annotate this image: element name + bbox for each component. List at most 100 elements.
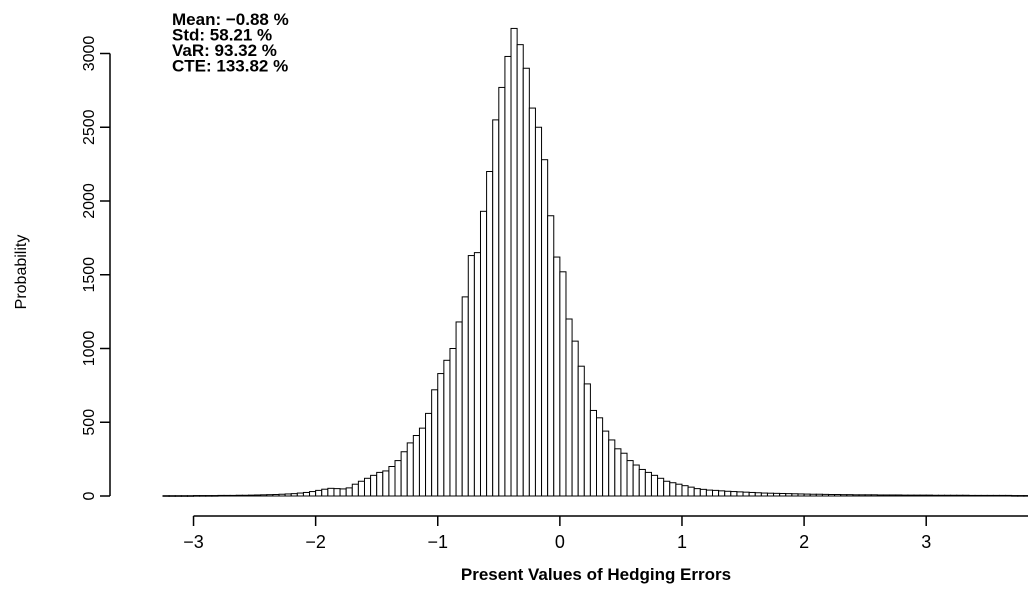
histogram-bar: [351, 483, 359, 497]
histogram-bar: [870, 494, 878, 497]
histogram-bar: [986, 494, 994, 497]
histogram-bar: [486, 171, 494, 497]
histogram-bar: [229, 494, 237, 497]
histogram-bar: [650, 474, 659, 497]
histogram-bar: [211, 495, 219, 497]
histogram-bar: [925, 494, 933, 497]
histogram-bar: [425, 412, 433, 497]
histogram-bar: [919, 494, 927, 497]
histogram-bar: [895, 494, 903, 497]
histogram-bar: [284, 493, 292, 497]
histogram-bar: [345, 487, 353, 497]
summary-stats: Mean: −0.88 %Std: 58.21 %VaR: 93.32 %CTE…: [172, 10, 289, 76]
x-tick-label: −1: [427, 532, 448, 552]
y-tick-label: 1000: [81, 331, 98, 367]
histogram-bar: [596, 417, 604, 497]
histogram-bar: [431, 389, 439, 497]
histogram-bar: [467, 255, 475, 497]
histogram-bar: [205, 495, 213, 497]
histogram-bar: [199, 495, 207, 497]
y-axis: 0 500 1000 1500 2000 2500 3000: [81, 36, 111, 500]
histogram-bar: [760, 492, 768, 497]
histogram-bar: [724, 490, 732, 497]
histogram-bar: [412, 435, 420, 497]
histogram-bar: [614, 448, 622, 497]
x-tick-label: 2: [799, 532, 809, 552]
histogram-bar: [712, 489, 720, 497]
y-tick-label: 2500: [81, 109, 98, 145]
histogram-bar: [235, 494, 243, 497]
histogram-bar: [931, 494, 939, 497]
histogram-bar: [864, 494, 872, 497]
histogram-bar: [168, 495, 176, 497]
histogram-bar: [309, 491, 317, 497]
histogram-bar: [663, 480, 671, 497]
histogram-bar: [901, 494, 909, 497]
histogram-bar: [504, 55, 512, 497]
x-axis-label: Present Values of Hedging Errors: [461, 565, 731, 584]
y-axis-label: Probability: [13, 235, 30, 310]
histogram-bar: [907, 494, 915, 497]
histogram-bar: [889, 494, 897, 497]
stat-line: CTE: 133.82 %: [172, 57, 288, 76]
histogram-bar: [290, 493, 298, 497]
histogram-bar: [620, 452, 628, 497]
stat-label: CTE:: [172, 57, 216, 76]
histogram-bar: [944, 494, 952, 497]
histogram-bar: [498, 86, 506, 497]
histogram-bar: [657, 477, 665, 497]
histogram-bar: [748, 491, 756, 497]
histogram-bar: [406, 442, 414, 497]
histogram-bar: [559, 271, 567, 497]
histogram-bar: [516, 44, 524, 497]
histogram-bar: [583, 383, 591, 497]
histogram-bar: [998, 494, 1007, 497]
histogram-bar: [217, 494, 225, 497]
histogram-bar: [950, 494, 958, 497]
histogram-bar: [241, 494, 249, 497]
histogram-bar: [821, 493, 830, 497]
histogram-bar: [937, 494, 946, 497]
histogram-bar: [730, 491, 738, 497]
histogram-bar: [278, 493, 286, 497]
x-tick-label: −3: [183, 532, 204, 552]
histogram-bar: [223, 494, 231, 497]
histogram-bar: [473, 252, 482, 497]
histogram-bar: [418, 427, 427, 497]
histogram-bar: [754, 492, 762, 497]
histogram-bar: [828, 494, 836, 497]
stat-label: Mean:: [172, 10, 226, 29]
histogram-bar: [547, 215, 555, 497]
histogram-bar: [687, 486, 695, 497]
histogram-bar: [296, 492, 304, 497]
histogram-bar: [779, 492, 787, 497]
histogram-bar: [791, 493, 799, 497]
histogram-bar: [626, 460, 634, 497]
histogram-bar: [571, 340, 579, 497]
histogram-bar: [266, 494, 274, 497]
histogram-bar: [388, 466, 396, 497]
histogram-bars: [162, 27, 1028, 497]
histogram-bar: [913, 494, 921, 497]
histogram-bar: [443, 359, 451, 497]
histogram-bar: [968, 494, 976, 497]
histogram-bar: [302, 491, 311, 497]
x-tick-label: −2: [305, 532, 326, 552]
histogram-bar: [675, 483, 683, 497]
histogram-bar: [528, 107, 536, 497]
histogram-bar: [437, 373, 445, 497]
histogram-bar: [602, 430, 610, 497]
histogram-bar: [449, 348, 457, 497]
histogram-bar: [632, 464, 640, 497]
histogram-bar: [876, 494, 884, 497]
stat-label: VaR:: [172, 41, 215, 60]
histogram-bar: [357, 480, 365, 497]
histogram-bar: [333, 488, 341, 497]
y-tick-label: 3000: [81, 36, 98, 72]
histogram-bar: [589, 409, 598, 497]
histogram-bar: [742, 491, 750, 497]
histogram-bar: [315, 489, 323, 497]
histogram-bar: [461, 296, 469, 497]
histogram-bar: [882, 494, 891, 497]
x-tick-label: 1: [677, 532, 687, 552]
